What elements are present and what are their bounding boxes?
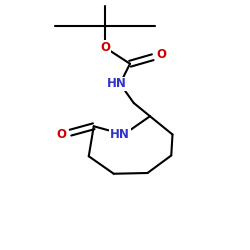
Text: HN: HN xyxy=(110,128,130,141)
Text: O: O xyxy=(56,128,66,140)
Text: O: O xyxy=(156,48,166,61)
Text: O: O xyxy=(100,41,110,54)
Text: HN: HN xyxy=(107,77,127,90)
